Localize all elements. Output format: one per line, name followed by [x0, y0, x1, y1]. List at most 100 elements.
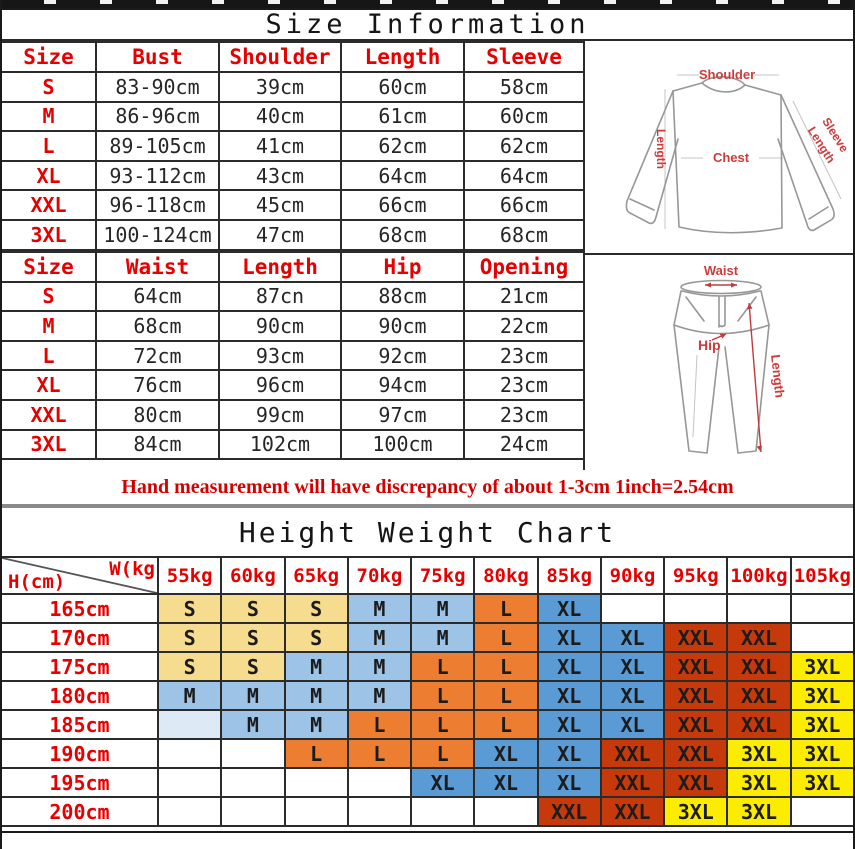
size-label: XXL [0, 189, 97, 221]
hw-cell: 3XL [726, 767, 792, 798]
table-cell: 97cm [340, 398, 465, 431]
hw-cell: 3XL [789, 651, 855, 682]
shirt-length-label: Length [654, 129, 668, 169]
table-row: M 68cm 90cm 90cm 22cm [0, 310, 585, 342]
measurement-note: Hand measurement will have discrepancy o… [0, 470, 855, 508]
hw-row: 200cm XXL XXL 3XL 3XL [0, 796, 855, 827]
diagonal-divider [3, 559, 156, 592]
hw-cell: S [220, 622, 286, 653]
table-header-row: Size Bust Shoulder Length Sleeve [0, 41, 585, 73]
table-cell: 100cm [340, 428, 465, 461]
pants-length-label: Length [768, 354, 787, 399]
hw-cell: M [156, 680, 223, 711]
table-cell: 84cm [95, 428, 220, 461]
hw-cell: S [156, 593, 223, 624]
height-row-header: 190cm [0, 738, 159, 769]
table-header-row: Size Waist Length Hip Opening [0, 250, 585, 283]
weight-col-header: 85kg [536, 556, 602, 595]
hw-cell: XXL [726, 651, 792, 682]
hw-cell [410, 796, 476, 827]
hw-cell: XXL [663, 622, 729, 653]
hw-cell: XL [473, 767, 539, 798]
hw-cell: XL [599, 680, 666, 711]
bottom-edge [0, 827, 855, 833]
table-cell: 94cm [340, 369, 465, 401]
hw-cell [220, 767, 286, 798]
table-row: XL 76cm 96cm 94cm 23cm [0, 369, 585, 401]
hw-cell: XXL [663, 738, 729, 769]
hw-cell: XXL [663, 680, 729, 711]
table-cell: 64cm [340, 159, 465, 192]
hw-header-row: H(cm) W(kg 55kg 60kg 65kg 70kg 75kg 80kg… [0, 556, 855, 595]
hw-cell: XL [536, 651, 602, 682]
hw-cell: S [156, 622, 223, 653]
weight-col-header: 70kg [346, 556, 413, 595]
col-header: Opening [463, 250, 585, 283]
size-label: L [0, 130, 97, 162]
hw-cell [726, 593, 792, 624]
table-cell: 80cm [95, 398, 220, 431]
hw-cell [599, 593, 666, 624]
hw-row: 195cm XL XL XL XXL XXL 3XL 3XL [0, 767, 855, 798]
table-cell: 43cm [218, 159, 342, 192]
table-cell: 58cm [463, 71, 585, 103]
weight-col-header: 100kg [726, 556, 792, 595]
hw-cell [156, 767, 223, 798]
hw-cell [789, 796, 855, 827]
size-label: S [0, 280, 97, 313]
hw-cell [789, 622, 855, 653]
hw-cell [283, 767, 349, 798]
hw-cell: M [410, 622, 476, 653]
hw-cell: S [283, 622, 349, 653]
diagram-column: Shoulder Length Chest Sleeve Length [583, 41, 855, 470]
hw-cell [220, 796, 286, 827]
col-header: Length [340, 41, 465, 73]
size-label: XXL [0, 398, 97, 431]
hw-cell [346, 767, 413, 798]
table-cell: 22cm [463, 310, 585, 342]
hw-row: 175cm S S M M L L XL XL XXL XXL 3XL [0, 651, 855, 682]
hw-cell: 3XL [726, 738, 792, 769]
table-cell: 89-105cm [95, 130, 220, 162]
table-cell: 66cm [340, 189, 465, 221]
col-header: Sleeve [463, 41, 585, 73]
hw-cell [346, 796, 413, 827]
table-cell: 76cm [95, 369, 220, 401]
height-row-header: 185cm [0, 709, 159, 740]
col-header: Length [218, 250, 342, 283]
table-cell: 23cm [463, 339, 585, 372]
table-row: 3XL 84cm 102cm 100cm 24cm [0, 428, 585, 461]
table-cell: 47cm [218, 218, 342, 251]
table-row: 3XL 100-124cm 47cm 68cm 68cm [0, 218, 585, 251]
hw-cell: XXL [663, 651, 729, 682]
hw-cell: L [473, 680, 539, 711]
page-title: Size Information [0, 8, 855, 41]
weight-col-header: 75kg [410, 556, 476, 595]
table-cell: 23cm [463, 369, 585, 401]
hw-cell [156, 796, 223, 827]
tables-column: Size Bust Shoulder Length Sleeve S 83-90c… [0, 41, 585, 470]
hw-corner-height-label: H(cm) [8, 571, 66, 593]
table-cell: 68cm [340, 218, 465, 251]
hw-cell: XL [536, 738, 602, 769]
hw-cell: XXL [663, 709, 729, 740]
table-cell: 99cm [218, 398, 342, 431]
hw-cell: L [283, 738, 349, 769]
table-cell: 68cm [95, 310, 220, 342]
table-cell: 96-118cm [95, 189, 220, 221]
hw-cell: L [473, 622, 539, 653]
size-label: M [0, 100, 97, 133]
pants-waist-label: Waist [704, 263, 739, 278]
table-cell: 41cm [218, 130, 342, 162]
hw-cell: L [410, 709, 476, 740]
shirt-size-table: Size Bust Shoulder Length Sleeve S 83-90c… [0, 41, 585, 251]
hw-cell: M [346, 680, 413, 711]
hw-cell: XL [599, 651, 666, 682]
hw-corner-cell: H(cm) W(kg [0, 556, 159, 595]
table-cell: 24cm [463, 428, 585, 461]
hw-cell: 3XL [789, 738, 855, 769]
hw-cell [789, 593, 855, 624]
hw-cell: L [346, 709, 413, 740]
hw-cell: XL [536, 622, 602, 653]
